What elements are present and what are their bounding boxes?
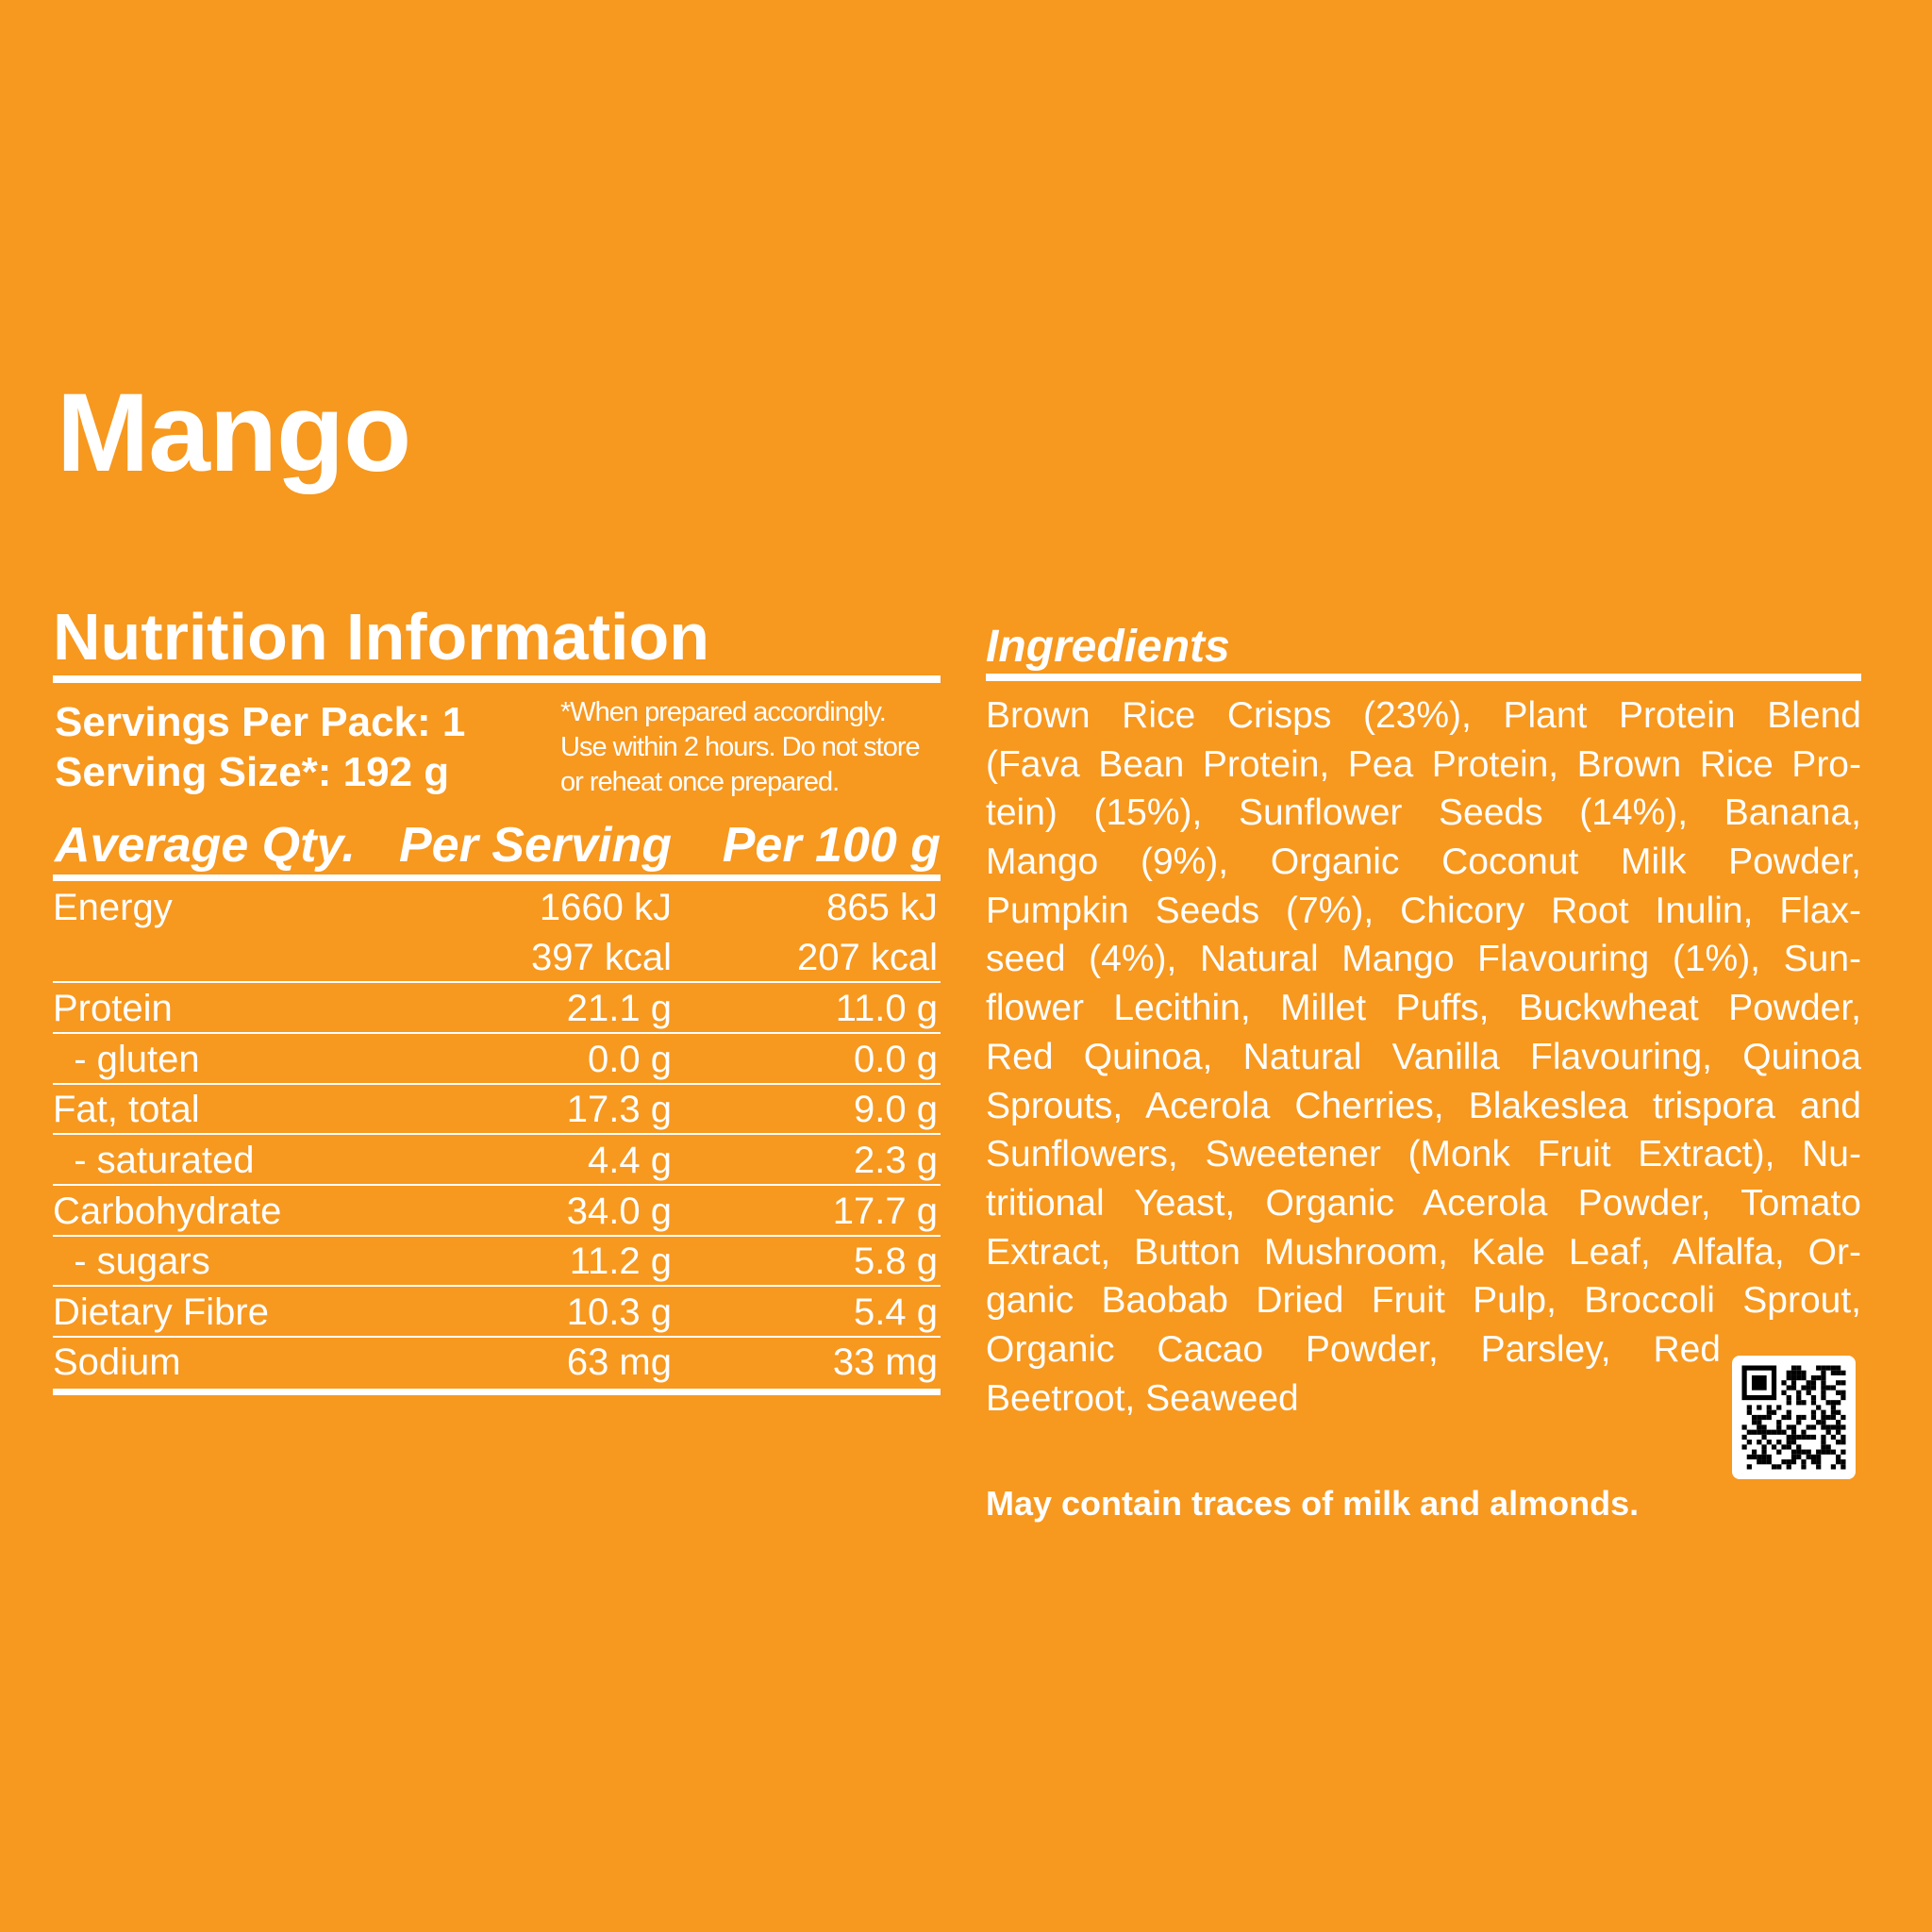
per-serving-value: 4.4 g — [588, 1140, 672, 1181]
nutrition-row: Sodium 63 mg 33 mg — [53, 1337, 938, 1388]
nutrient-label: Energy — [53, 887, 173, 928]
per-serving-value: 1660 kJ — [539, 887, 672, 928]
row-divider — [53, 1184, 941, 1186]
ingredient-line: Brown Rice Crisps (23%), Plant Protein B… — [986, 695, 1861, 736]
nutrient-label: - sugars — [53, 1241, 210, 1282]
qr-code-icon[interactable] — [1732, 1356, 1856, 1479]
nutrient-label: Fat, total — [53, 1089, 200, 1130]
row-divider — [53, 1133, 941, 1135]
ingredient-line: flower Lecithin, Millet Puffs, Buckwheat… — [986, 988, 1861, 1029]
ingredient-line: Organic Cacao Powder, Parsley, Red — [986, 1328, 1721, 1370]
per-serving-value: 0.0 g — [588, 1039, 672, 1080]
per-100g-value: 33 mg — [832, 1341, 938, 1383]
serving-size: Serving Size*: 192 g — [55, 749, 450, 795]
ingredient-line: tritional Yeast, Organic Acerola Powder,… — [986, 1182, 1861, 1224]
ingredient-line: tein) (15%), Sunflower Seeds (14%), Bana… — [986, 792, 1861, 834]
per-100g-value: 17.7 g — [832, 1191, 938, 1232]
ingredient-line: (Fava Bean Protein, Pea Protein, Brown R… — [986, 743, 1861, 785]
nutrition-row: - saturated 4.4 g 2.3 g — [53, 1135, 938, 1186]
per-100g-value: 5.4 g — [854, 1291, 938, 1333]
per-100g-value: 2.3 g — [854, 1140, 938, 1181]
qr-code-graphic — [1741, 1365, 1846, 1470]
nutrition-row: 397 kcal 207 kcal — [53, 932, 938, 983]
nutrition-row: - sugars 11.2 g 5.8 g — [53, 1236, 938, 1287]
nutrient-label: Dietary Fibre — [53, 1291, 269, 1333]
ingredients-title-rule — [986, 674, 1861, 681]
nutrient-label: Sodium — [53, 1341, 181, 1383]
ingredient-line: Extract, Button Mushroom, Kale Leaf, Alf… — [986, 1231, 1861, 1273]
per-serving-value: 17.3 g — [566, 1089, 672, 1130]
nutrition-title: Nutrition Information — [53, 600, 710, 674]
per-100g-value: 865 kJ — [826, 887, 938, 928]
preparation-note: *When prepared accordingly. Use within 2… — [560, 695, 921, 800]
row-divider — [53, 1032, 941, 1034]
nutrient-label: - gluten — [53, 1039, 200, 1080]
allergen-statement: May contain traces of milk and almonds. — [986, 1484, 1640, 1523]
per-100g-value: 5.8 g — [854, 1241, 938, 1282]
row-divider — [53, 1083, 941, 1085]
nutrition-row: Fat, total 17.3 g 9.0 g — [53, 1084, 938, 1135]
nutrition-row: Dietary Fibre 10.3 g 5.4 g — [53, 1287, 938, 1338]
ingredient-line: Red Quinoa, Natural Vanilla Flavouring, … — [986, 1036, 1861, 1077]
per-100g-value: 0.0 g — [854, 1039, 938, 1080]
nutrition-row: - gluten 0.0 g 0.0 g — [53, 1034, 938, 1085]
ingredient-line: Sunflowers, Sweetener (Monk Fruit Extrac… — [986, 1134, 1861, 1175]
ingredient-line: Pumpkin Seeds (7%), Chicory Root Inulin,… — [986, 890, 1861, 931]
servings-per-pack: Servings Per Pack: 1 — [55, 699, 466, 745]
per-serving-value: 397 kcal — [531, 937, 672, 978]
ingredients-title: Ingredients — [986, 622, 1230, 672]
ingredient-line: Sprouts, Acerola Cherries, Blakeslea tri… — [986, 1085, 1861, 1126]
nutrient-label: - saturated — [53, 1140, 255, 1181]
ingredient-line: Beetroot, Seaweed — [986, 1377, 1299, 1419]
ingredient-line: ganic Baobab Dried Fruit Pulp, Broccoli … — [986, 1280, 1861, 1322]
per-100g-value: 207 kcal — [797, 937, 938, 978]
table-bottom-rule — [53, 1389, 941, 1395]
nutrition-row: Energy 1660 kJ 865 kJ — [53, 882, 938, 933]
per-100g-value: 9.0 g — [854, 1089, 938, 1130]
row-divider — [53, 981, 941, 983]
header-average-qty: Average Qty. — [55, 818, 356, 873]
note-line: or reheat once prepared. — [560, 767, 840, 797]
header-per-100g: Per 100 g — [722, 818, 941, 873]
per-serving-value: 63 mg — [566, 1341, 672, 1383]
nutrition-row: Protein 21.1 g 11.0 g — [53, 983, 938, 1034]
per-serving-value: 34.0 g — [566, 1191, 672, 1232]
per-serving-value: 21.1 g — [566, 988, 672, 1029]
nutrient-label: Carbohydrate — [53, 1191, 282, 1232]
nutrition-row: Carbohydrate 34.0 g 17.7 g — [53, 1186, 938, 1237]
per-serving-value: 10.3 g — [566, 1291, 672, 1333]
per-serving-value: 11.2 g — [569, 1241, 672, 1282]
per-100g-value: 11.0 g — [835, 988, 938, 1029]
ingredients-text: Brown Rice Crisps (23%), Plant Protein B… — [986, 691, 1861, 1423]
nutrient-label: Protein — [53, 988, 173, 1029]
row-divider — [53, 1235, 941, 1237]
row-divider — [53, 1285, 941, 1287]
product-title: Mango — [57, 371, 411, 495]
nutrition-title-rule — [53, 675, 941, 683]
ingredient-line: Mango (9%), Organic Coconut Milk Powder, — [986, 841, 1861, 883]
header-per-serving: Per Serving — [398, 818, 672, 873]
row-divider — [53, 1336, 941, 1338]
header-rule — [53, 874, 941, 881]
ingredient-line: seed (4%), Natural Mango Flavouring (1%)… — [986, 939, 1861, 980]
note-line: *When prepared accordingly. — [560, 697, 887, 727]
note-line: Use within 2 hours. Do not store — [560, 732, 921, 762]
